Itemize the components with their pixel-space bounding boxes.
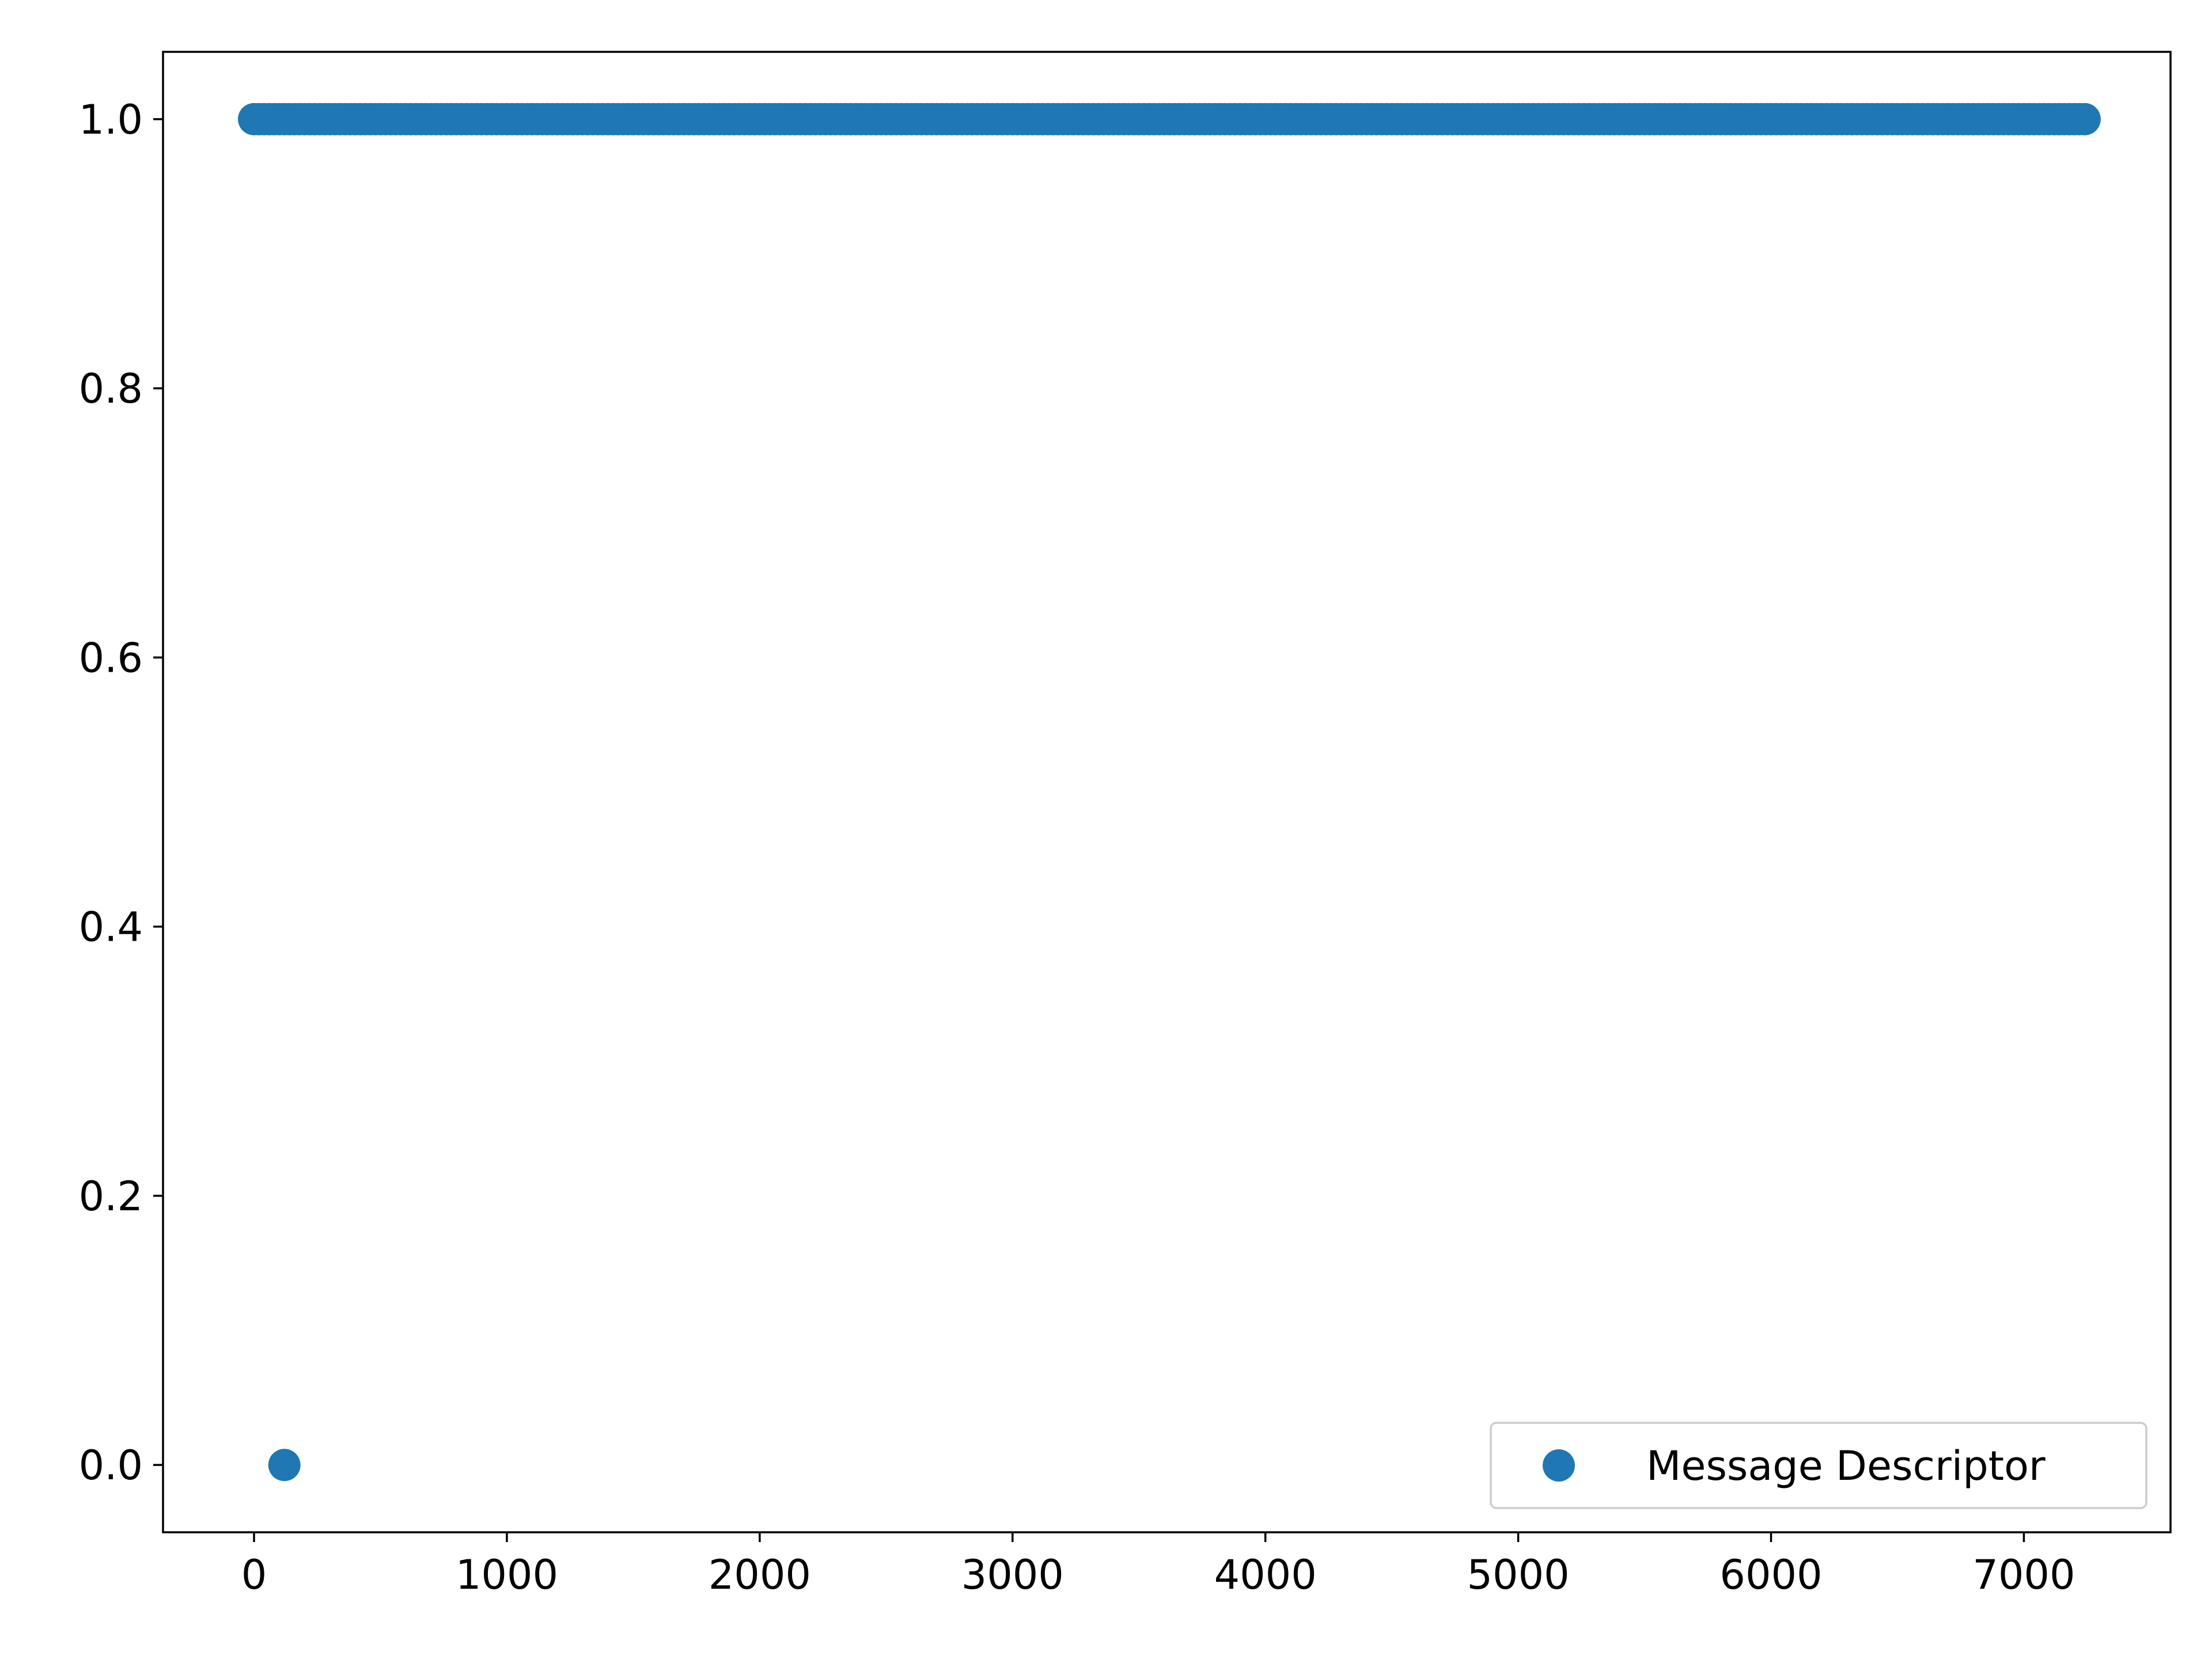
- legend-label: Message Descriptor: [1646, 1442, 2046, 1490]
- axes-frame: [162, 51, 2172, 1533]
- y-tick-label: 0.0: [79, 1442, 143, 1489]
- x-tick-label: 3000: [961, 1551, 1064, 1599]
- y-tick-label: 0.8: [79, 365, 143, 412]
- y-tick-label: 0.6: [79, 634, 143, 681]
- data-layer: [238, 103, 2101, 1482]
- x-tick-label: 5000: [1467, 1551, 1570, 1599]
- x-tick-label: 4000: [1214, 1551, 1317, 1599]
- x-tick-label: 6000: [1719, 1551, 1822, 1599]
- data-point: [2068, 103, 2101, 135]
- x-axis: 0 1000 2000 3000 4000 5000 6000 7000: [241, 1532, 2075, 1599]
- y-tick-label: 0.2: [79, 1173, 143, 1220]
- x-tick-label: 7000: [1972, 1551, 2075, 1599]
- x-tick-label: 0: [241, 1551, 267, 1599]
- y-tick-label: 0.4: [79, 904, 143, 951]
- data-point: [268, 1449, 301, 1482]
- y-tick-label: 1.0: [79, 96, 143, 143]
- x-tick-label: 1000: [456, 1551, 558, 1599]
- legend: Message Descriptor: [1490, 1422, 2147, 1509]
- legend-marker: [1543, 1449, 1575, 1482]
- x-tick-label: 2000: [709, 1551, 811, 1599]
- y-axis: 0.0 0.2 0.4 0.6 0.8 1.0: [79, 96, 163, 1489]
- legend-box: [1490, 1422, 2147, 1509]
